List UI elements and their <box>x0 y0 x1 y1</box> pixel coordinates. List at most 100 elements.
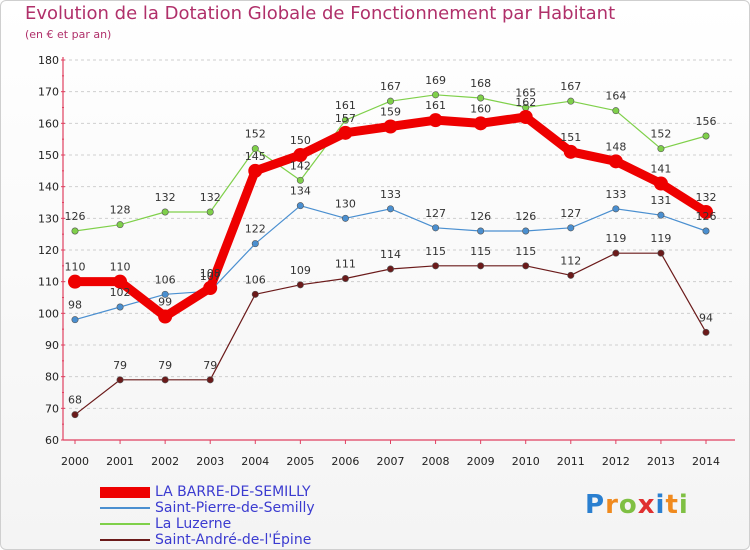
x-tick-label: 2003 <box>196 455 224 468</box>
data-label: 112 <box>560 254 581 267</box>
data-label: 126 <box>65 210 86 223</box>
data-point <box>341 116 349 124</box>
data-label: 119 <box>605 232 626 245</box>
data-label: 165 <box>515 87 536 100</box>
y-tick-label: 90 <box>45 339 59 352</box>
y-tick-label: 180 <box>38 54 59 67</box>
data-label: 133 <box>605 188 626 201</box>
logo-letter: i <box>678 490 689 520</box>
data-label: 132 <box>155 191 176 204</box>
data-point <box>567 97 575 105</box>
data-label: 115 <box>425 245 446 258</box>
data-point <box>432 262 440 270</box>
chart-title: Evolution de la Dotation Globale de Fonc… <box>25 3 616 24</box>
data-label: 110 <box>110 261 131 274</box>
data-label: 161 <box>425 99 446 112</box>
data-label: 98 <box>68 299 82 312</box>
data-label: 132 <box>200 191 221 204</box>
x-tick-label: 2005 <box>286 455 314 468</box>
data-label: 94 <box>699 311 713 324</box>
data-point <box>612 107 620 115</box>
data-point <box>296 281 304 289</box>
legend-swatch-barre <box>100 487 150 498</box>
data-label: 164 <box>605 90 626 103</box>
data-label: 145 <box>245 150 266 163</box>
legend-label-barre: LA BARRE-DE-SEMILLY <box>155 484 311 500</box>
data-label: 131 <box>650 194 671 207</box>
data-point <box>567 224 575 232</box>
x-tick-label: 2004 <box>241 455 269 468</box>
data-label: 167 <box>380 80 401 93</box>
data-point <box>161 208 169 216</box>
data-label: 152 <box>245 128 266 141</box>
x-tick-label: 2012 <box>602 455 630 468</box>
data-label: 106 <box>155 273 176 286</box>
y-tick-label: 140 <box>38 181 59 194</box>
data-label: 106 <box>245 273 266 286</box>
y-tick-label: 80 <box>45 371 59 384</box>
data-point <box>653 176 668 191</box>
data-label: 133 <box>380 188 401 201</box>
data-point <box>116 303 124 311</box>
data-point <box>71 411 79 419</box>
data-point <box>293 148 308 162</box>
data-label: 142 <box>290 159 311 172</box>
data-label: 152 <box>650 128 671 141</box>
logo-letter: t <box>665 490 679 520</box>
data-point <box>432 224 440 232</box>
data-point <box>251 145 259 153</box>
data-label: 156 <box>696 115 717 128</box>
data-label: 127 <box>560 207 581 220</box>
logo-letter: r <box>605 490 619 520</box>
data-label: 134 <box>290 185 311 198</box>
x-tick-label: 2006 <box>331 455 359 468</box>
data-point <box>473 116 488 131</box>
data-point <box>68 274 82 289</box>
x-tick-label: 2008 <box>422 455 450 468</box>
data-label: 111 <box>335 258 356 271</box>
data-label: 122 <box>245 223 266 236</box>
data-label: 162 <box>515 96 536 109</box>
data-point <box>477 94 485 102</box>
x-tick-label: 2001 <box>106 455 134 468</box>
data-label: 141 <box>650 163 671 176</box>
data-point <box>161 376 169 384</box>
data-point <box>386 97 394 105</box>
data-point <box>296 176 304 184</box>
data-label: 132 <box>696 191 717 204</box>
legend-label-luzerne: La Luzerne <box>155 516 232 532</box>
data-point <box>612 249 620 257</box>
data-point <box>383 119 398 134</box>
data-point <box>296 202 304 210</box>
data-label: 110 <box>65 261 86 274</box>
data-point <box>702 328 710 336</box>
data-label: 127 <box>425 207 446 220</box>
data-label: 148 <box>605 140 626 153</box>
data-point <box>702 227 710 235</box>
data-point <box>113 274 128 289</box>
logo-letter: P <box>585 490 606 520</box>
data-label: 115 <box>515 245 536 258</box>
y-tick-label: 150 <box>38 149 59 162</box>
data-point <box>477 262 485 270</box>
y-tick-label: 100 <box>38 307 59 320</box>
y-tick-label: 60 <box>45 434 59 447</box>
x-tick-label: 2013 <box>647 455 675 468</box>
data-point <box>116 376 124 384</box>
logo-letter: i <box>655 490 666 520</box>
data-point <box>116 221 124 229</box>
data-point <box>158 309 173 324</box>
x-tick-label: 2009 <box>467 455 495 468</box>
y-tick-label: 160 <box>38 117 59 130</box>
data-point <box>612 205 620 213</box>
y-tick-label: 130 <box>38 212 59 225</box>
data-point <box>341 274 349 282</box>
data-label: 130 <box>335 197 356 210</box>
data-label: 128 <box>110 204 131 217</box>
data-label: 102 <box>110 286 131 299</box>
data-label: 159 <box>380 106 401 119</box>
legend-swatch-saint-pierre <box>100 507 150 509</box>
y-tick-label: 170 <box>38 86 59 99</box>
y-tick-label: 70 <box>45 402 59 415</box>
x-tick-label: 2011 <box>557 455 585 468</box>
